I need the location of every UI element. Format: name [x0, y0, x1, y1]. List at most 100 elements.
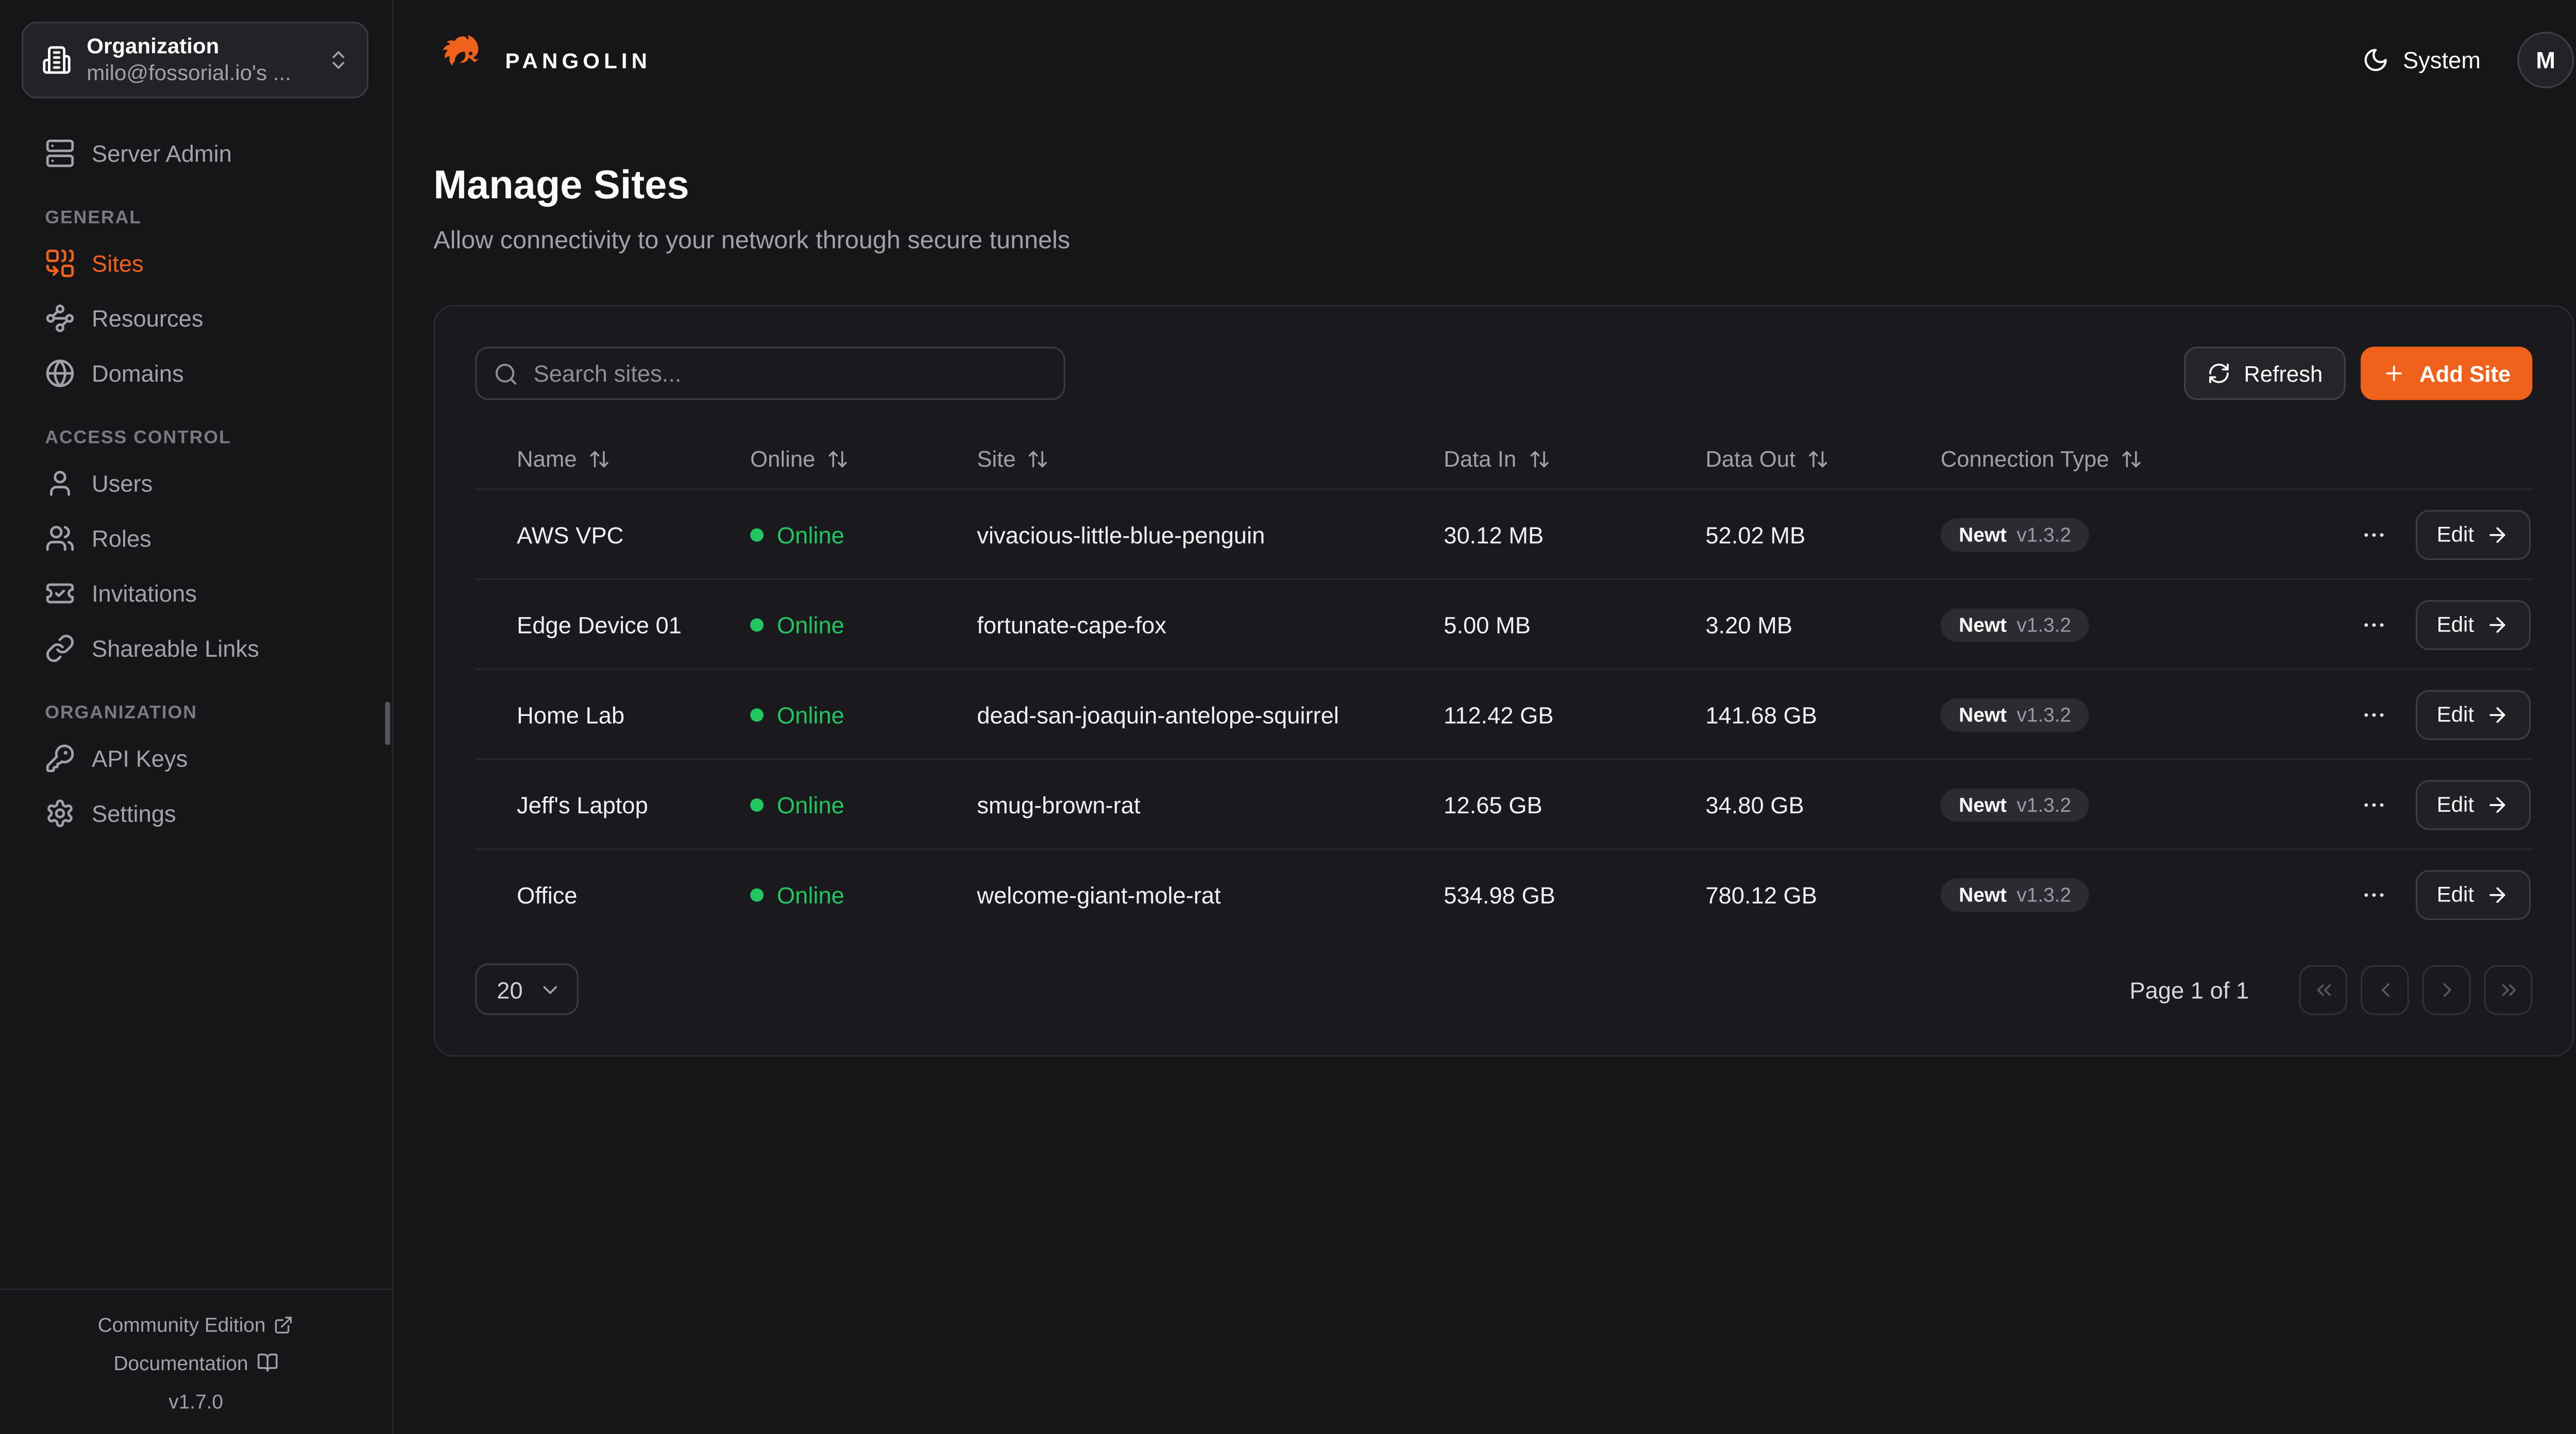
refresh-button[interactable]: Refresh — [2183, 347, 2346, 400]
last-page-button[interactable] — [2484, 964, 2533, 1015]
column-header-data-in[interactable]: Data In — [1444, 446, 1550, 471]
theme-toggle[interactable]: System — [2363, 47, 2481, 74]
sidebar-item-server-admin[interactable]: Server Admin — [23, 133, 368, 174]
table-row: AWS VPC Online vivacious-little-blue-pen… — [475, 490, 2533, 581]
column-header-data-out[interactable]: Data Out — [1705, 446, 1829, 471]
edit-button[interactable]: Edit — [2415, 779, 2531, 829]
chevrons-right-icon — [2497, 978, 2520, 1001]
page-subtitle: Allow connectivity to your network throu… — [433, 227, 1071, 255]
data-in-cell: 5.00 MB — [1444, 610, 1531, 638]
sidebar-item-users[interactable]: Users — [23, 464, 368, 504]
sidebar-item-sites[interactable]: Sites — [23, 243, 368, 283]
refresh-icon — [2207, 362, 2230, 385]
connection-type-cell: Newt v1.3.2 — [1940, 607, 2356, 641]
sidebar-item-settings[interactable]: Settings — [23, 793, 368, 833]
sidebar-item-api-keys[interactable]: API Keys — [23, 739, 368, 779]
data-out-cell: 3.20 MB — [1705, 610, 1793, 638]
column-header-online[interactable]: Online — [750, 446, 849, 471]
online-status-dot — [750, 707, 764, 721]
row-menu-button[interactable] — [2360, 881, 2387, 908]
edit-button[interactable]: Edit — [2415, 869, 2531, 919]
search-icon — [494, 361, 519, 386]
sidebar-footer: Community Edition Documentation v1.7.0 — [0, 1287, 392, 1434]
arrow-right-icon — [2486, 793, 2509, 816]
ticket-check-icon — [45, 578, 75, 608]
connection-type-badge: Newt v1.3.2 — [1940, 607, 2090, 641]
sort-icon — [1528, 448, 1550, 469]
brand-wordmark: PANGOLIN — [505, 47, 652, 73]
search-field-wrap — [475, 347, 1065, 400]
sidebar-item-resources[interactable]: Resources — [23, 298, 368, 338]
sort-icon — [1807, 448, 1829, 469]
sidebar-scrollbar-thumb[interactable] — [385, 702, 391, 745]
sidebar-item-invitations[interactable]: Invitations — [23, 573, 368, 613]
online-status-cell: Online — [750, 611, 977, 638]
connection-type-cell: Newt v1.3.2 — [1940, 697, 2356, 731]
row-menu-button[interactable] — [2360, 611, 2387, 638]
column-header-site[interactable]: Site — [977, 446, 1049, 471]
gear-icon — [45, 798, 75, 828]
main-area: PANGOLIN System M Manage Sites Allow con… — [394, 0, 2576, 1434]
chevrons-left-icon — [2312, 978, 2335, 1001]
page-content: Manage Sites Allow connectivity to your … — [394, 163, 2576, 1057]
site-name-cell: AWS VPC — [517, 521, 624, 548]
page-size-select[interactable]: 20 — [475, 963, 579, 1015]
row-menu-button[interactable] — [2360, 791, 2387, 817]
row-actions: Edit — [2355, 869, 2532, 919]
online-status-cell: Online — [750, 701, 977, 727]
building-icon — [42, 45, 72, 75]
data-in-cell: 534.98 GB — [1444, 881, 1555, 908]
sort-icon — [2121, 448, 2142, 469]
site-name-cell: Jeff's Laptop — [517, 791, 648, 818]
data-out-cell: 52.02 MB — [1705, 521, 1806, 548]
documentation-link[interactable]: Documentation — [113, 1344, 278, 1381]
community-edition-link[interactable]: Community Edition — [98, 1306, 294, 1342]
arrow-right-icon — [2486, 612, 2509, 636]
previous-page-button[interactable] — [2361, 964, 2409, 1015]
user-avatar[interactable]: M — [2517, 31, 2574, 89]
site-name-cell: Office — [517, 881, 578, 908]
column-header-name[interactable]: Name — [517, 446, 610, 471]
sidebar-item-roles[interactable]: Roles — [23, 518, 368, 558]
waypoints-icon — [45, 303, 75, 333]
edit-button[interactable]: Edit — [2415, 689, 2531, 740]
connection-type-cell: Newt v1.3.2 — [1940, 517, 2356, 551]
table-header-row: Name Online Site Data In Data Out Connec… — [475, 429, 2533, 490]
data-in-cell: 12.65 GB — [1444, 791, 1543, 818]
sort-icon — [827, 448, 849, 469]
sidebar-item-domains[interactable]: Domains — [23, 353, 368, 394]
topbar: PANGOLIN System M — [394, 0, 2576, 120]
moon-icon — [2363, 47, 2389, 74]
edit-button[interactable]: Edit — [2415, 509, 2531, 559]
row-menu-button[interactable] — [2360, 521, 2387, 548]
connection-type-cell: Newt v1.3.2 — [1940, 787, 2356, 821]
next-page-button[interactable] — [2422, 964, 2471, 1015]
arrow-right-icon — [2486, 703, 2509, 726]
connection-type-badge: Newt v1.3.2 — [1940, 787, 2090, 821]
brand: PANGOLIN — [433, 31, 651, 88]
org-picker[interactable]: Organization milo@fossorial.io's ... — [22, 22, 369, 98]
first-page-button[interactable] — [2299, 964, 2348, 1015]
site-id-cell: fortunate-cape-fox — [977, 610, 1166, 638]
site-name-cell: Edge Device 01 — [517, 610, 682, 638]
org-picker-value: milo@fossorial.io's ... — [87, 61, 292, 86]
column-header-connection-type[interactable]: Connection Type — [1941, 446, 2143, 471]
search-input[interactable] — [475, 347, 1065, 400]
arrow-right-icon — [2486, 882, 2509, 906]
page-title: Manage Sites — [433, 163, 689, 209]
table-row: Jeff's Laptop Online smug-brown-rat 12.6… — [475, 760, 2533, 850]
edit-button[interactable]: Edit — [2415, 599, 2531, 650]
online-status-cell: Online — [750, 881, 977, 908]
chevron-left-icon — [2373, 978, 2396, 1001]
sidebar-nav: Server Admin GENERAL Sites Resources Do — [0, 120, 392, 1288]
site-name-cell: Home Lab — [517, 701, 625, 728]
chevron-down-icon — [538, 978, 562, 1001]
online-status-cell: Online — [750, 521, 977, 548]
row-actions: Edit — [2355, 599, 2532, 650]
add-site-button[interactable]: Add Site — [2361, 347, 2533, 400]
row-menu-button[interactable] — [2360, 701, 2387, 728]
sort-icon — [1027, 448, 1049, 469]
sidebar-section-organization: ORGANIZATION — [45, 703, 197, 724]
sidebar-item-shareable-links[interactable]: Shareable Links — [23, 628, 368, 669]
arrow-right-icon — [2486, 522, 2509, 545]
